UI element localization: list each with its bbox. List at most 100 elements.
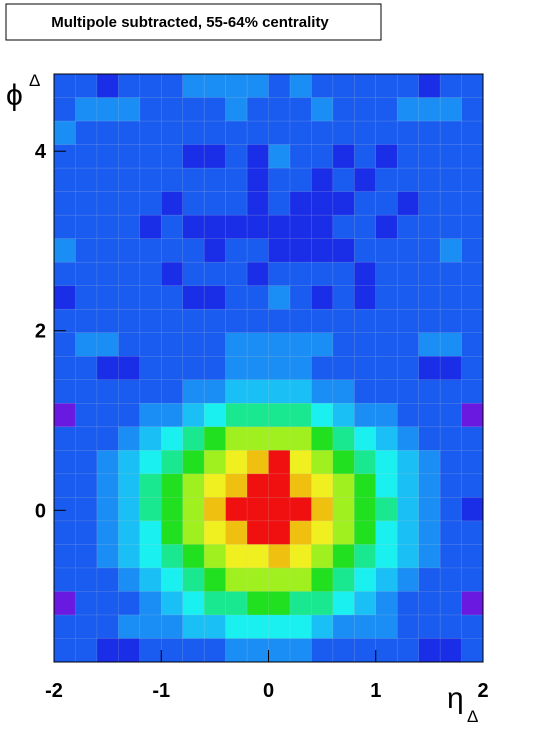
heatmap-cell (461, 285, 484, 310)
heatmap-cell (203, 167, 227, 193)
heatmap-cell (289, 120, 312, 146)
heatmap-cell (96, 567, 119, 592)
heatmap-cell (375, 120, 398, 146)
heatmap-cell (246, 214, 270, 240)
heatmap-cell (182, 450, 205, 475)
heatmap-cell (203, 497, 227, 522)
heatmap-cell (375, 261, 398, 287)
heatmap-cell (182, 355, 205, 381)
heatmap-cell (268, 191, 291, 216)
heatmap-cell (439, 144, 463, 169)
heatmap-cell (439, 591, 463, 616)
heatmap-cell (439, 261, 463, 287)
heatmap-cell (96, 473, 119, 498)
heatmap-cell (375, 403, 398, 428)
heatmap-cell (375, 497, 398, 522)
heatmap-cell (118, 426, 141, 451)
heatmap-cell (96, 261, 119, 287)
heatmap-cell (268, 426, 291, 451)
heatmap-cell (96, 426, 119, 451)
heatmap-cell (289, 473, 312, 498)
heatmap-cell (268, 591, 291, 616)
y-axis-label-sub: Δ (29, 71, 40, 90)
heatmap-cell (75, 191, 98, 216)
heatmap-cell (311, 426, 334, 451)
heatmap-cell (182, 403, 205, 428)
heatmap-cell (182, 332, 205, 357)
heatmap-cell (118, 497, 141, 522)
heatmap-cell (354, 261, 377, 287)
heatmap-cell (203, 591, 227, 616)
heatmap-cell (96, 638, 119, 663)
heatmap-cell (139, 591, 162, 616)
heatmap-cell (268, 167, 291, 193)
heatmap-cell (118, 379, 141, 404)
heatmap-cell (118, 238, 141, 263)
heatmap-cell (182, 261, 205, 287)
heatmap-cell (461, 332, 484, 357)
heatmap-cell (246, 191, 270, 216)
heatmap-cell (311, 73, 334, 99)
heatmap-cell (289, 261, 312, 287)
heatmap-cell (289, 403, 312, 428)
heatmap-cell (203, 238, 227, 263)
heatmap-cell (225, 473, 248, 498)
heatmap-cell (118, 591, 141, 616)
heatmap-cell (375, 214, 398, 240)
heatmap-cell (139, 120, 162, 146)
heatmap-cell (396, 520, 420, 545)
heatmap-cell (311, 238, 334, 263)
heatmap-cell (354, 450, 377, 475)
heatmap-cell (461, 355, 484, 381)
heatmap-cell (418, 520, 441, 545)
heatmap-cell (418, 355, 441, 381)
heatmap-cell (246, 403, 270, 428)
heatmap-cell (225, 520, 248, 545)
heatmap-cell (439, 355, 463, 381)
heatmap-cell (268, 614, 291, 640)
heatmap-cell (311, 450, 334, 475)
heatmap-cell (418, 238, 441, 263)
heatmap-cell (118, 614, 141, 640)
heatmap-cell (96, 520, 119, 545)
heatmap-cell (75, 73, 98, 99)
heatmap-cell (246, 144, 270, 169)
heatmap-cell (396, 73, 420, 99)
heatmap-cell (311, 261, 334, 287)
heatmap-cell (225, 308, 248, 334)
heatmap-cell (311, 638, 334, 663)
heatmap-cell (354, 591, 377, 616)
heatmap-cell (53, 544, 76, 569)
heatmap-cell (161, 426, 184, 451)
y-tick-label: 4 (35, 141, 47, 163)
heatmap-cell (118, 167, 141, 193)
heatmap-cell (461, 167, 484, 193)
heatmap-cell (139, 614, 162, 640)
heatmap-cell (53, 332, 76, 357)
heatmap-cell (268, 638, 291, 663)
heatmap-cell (289, 332, 312, 357)
heatmap-cell (182, 285, 205, 310)
heatmap-cell (461, 214, 484, 240)
heatmap-cell (182, 238, 205, 263)
heatmap-cell (139, 426, 162, 451)
heatmap-cell (161, 379, 184, 404)
heatmap-cell (461, 497, 484, 522)
heatmap-cell (53, 285, 76, 310)
heatmap-cell (332, 308, 355, 334)
heatmap-cell (375, 567, 398, 592)
y-axis-label: ϕ (6, 79, 23, 112)
heatmap-cell (268, 73, 291, 99)
heatmap-cell (203, 191, 227, 216)
heatmap-cell (139, 638, 162, 663)
heatmap-cell (118, 520, 141, 545)
heatmap-cell (53, 520, 76, 545)
heatmap-cell (289, 355, 312, 381)
heatmap-cell (354, 355, 377, 381)
heatmap-cell (182, 120, 205, 146)
heatmap-cell (161, 120, 184, 146)
heatmap-cell (375, 473, 398, 498)
heatmap-cell (289, 497, 312, 522)
heatmap-cell (311, 355, 334, 381)
heatmap-cell (225, 97, 248, 122)
